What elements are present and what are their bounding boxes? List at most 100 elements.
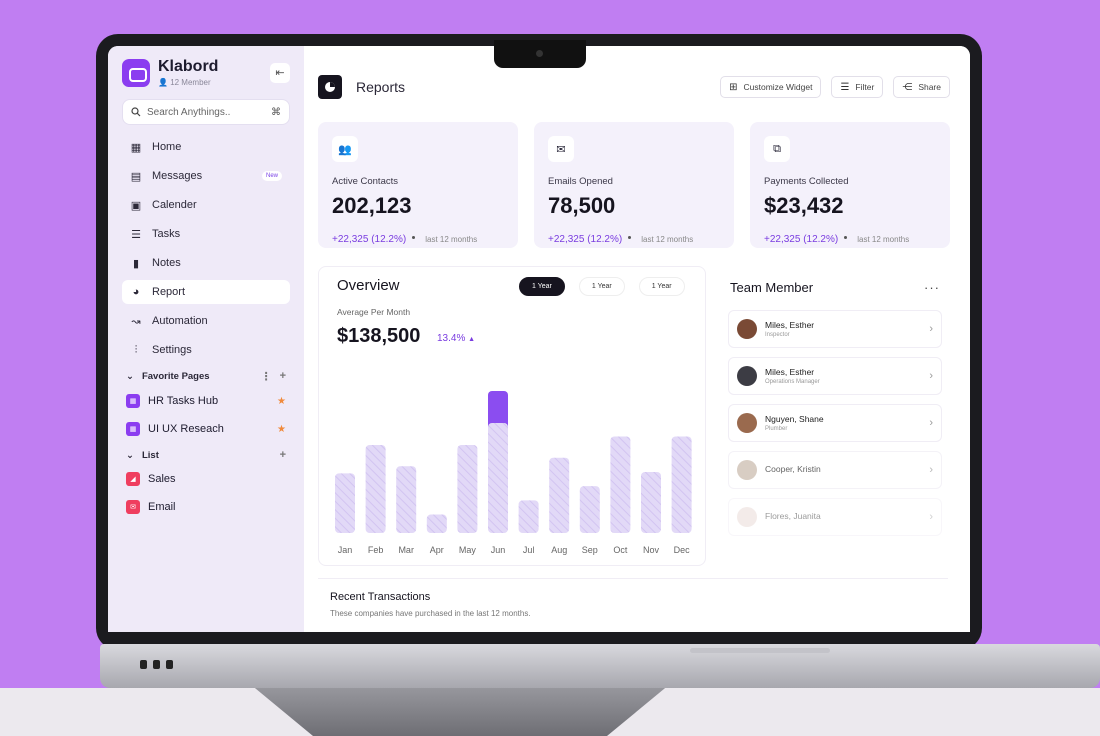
more-vertical-icon[interactable]: ⋮ [260, 371, 272, 383]
team-member-row[interactable]: Nguyen, Shane Plumber › [728, 404, 942, 442]
bar[interactable] [641, 471, 661, 533]
customize-widget-button[interactable]: ⊞ Customize Widget [720, 76, 822, 98]
x-tick-label: May [459, 545, 477, 555]
add-icon[interactable]: + [279, 449, 286, 461]
header: Reports ⊞ Customize Widget ☰ Filter ⋲ Sh… [318, 72, 950, 102]
clipboard-icon: ▮ [132, 257, 140, 270]
x-tick-label: Feb [368, 545, 384, 555]
x-tick-label: Aug [551, 545, 567, 555]
stat-change: +22,325 (12.2%) [764, 234, 839, 245]
bar[interactable] [396, 466, 417, 533]
star-icon[interactable]: ★ [277, 423, 286, 435]
bar[interactable] [610, 436, 631, 533]
sidebar-item-settings[interactable]: ⫶ Settings [122, 338, 290, 362]
sidebar-item-label: Calender [152, 199, 197, 211]
bar[interactable] [457, 444, 478, 533]
filter-icon: ☰ [840, 81, 850, 93]
team-member-row[interactable]: Miles, Esther Operations Manager › [728, 357, 942, 395]
member-role: Plumber [765, 426, 788, 432]
period-tab[interactable]: 1 Year [519, 277, 565, 296]
member-role: Operations Manager [765, 379, 820, 385]
section-title: Favorite Pages [141, 371, 210, 382]
favorite-page-label: HR Tasks Hub [148, 395, 219, 407]
sidebar: Klabord 👤 12 Member ⇤ Search Anythings..… [108, 46, 304, 632]
star-icon[interactable]: ★ [277, 395, 286, 407]
x-tick-label: Jul [523, 545, 535, 555]
overview-bar-chart: Jan Feb Mar Apr May Jun Jul Aug Sep Oct Nov Dec [335, 391, 692, 555]
chevron-right-icon: › [929, 323, 933, 335]
sidebar-item-label: Settings [152, 344, 192, 356]
bar[interactable] [488, 423, 508, 533]
bar[interactable] [549, 457, 570, 533]
list-header[interactable]: ⌄ List + [122, 449, 290, 461]
bar[interactable] [518, 500, 539, 533]
sidebar-item-messages[interactable]: ▤ Messages New [122, 164, 290, 188]
list-item-sales[interactable]: ◢ Sales [122, 467, 290, 491]
transactions-subtitle: These companies have purchased in the la… [330, 609, 531, 618]
member-name: Nguyen, Shane [765, 414, 824, 424]
favorite-pages-header[interactable]: ⌄ Favorite Pages ⋮ + [122, 370, 290, 383]
x-tick-label: Dec [674, 545, 691, 555]
shortcut-key: ⌘ [271, 106, 281, 118]
search-input[interactable]: Search Anythings.. [147, 106, 231, 118]
sidebar-item-label: Report [152, 286, 186, 298]
bar[interactable] [671, 436, 692, 533]
camera-notch [494, 40, 586, 68]
automation-icon: ↝ [131, 315, 141, 328]
avatar [737, 507, 757, 527]
page-title: Reports [356, 79, 406, 95]
button-label: Filter [855, 82, 875, 92]
main-content: Reports ⊞ Customize Widget ☰ Filter ⋲ Sh… [304, 46, 970, 632]
team-title: Team Member [730, 280, 814, 295]
x-tick-label: Jan [338, 545, 353, 555]
period-tab[interactable]: 1 Year [638, 277, 685, 296]
list-item-email[interactable]: ✉ Email [122, 495, 290, 519]
collapse-sidebar-icon[interactable]: ⇤ [270, 62, 290, 83]
add-icon[interactable]: + [279, 370, 286, 382]
overview-subtitle: Average Per Month [337, 307, 411, 317]
sidebar-item-calender[interactable]: ▣ Calender [122, 193, 290, 217]
stat-period: last 12 months [641, 235, 694, 244]
share-button[interactable]: ⋲ Share [893, 76, 950, 98]
filter-button[interactable]: ☰ Filter [831, 76, 884, 98]
bar[interactable] [335, 473, 355, 533]
team-member-row[interactable]: Flores, Juanita › [728, 498, 942, 536]
search-icon [131, 107, 141, 117]
more-horizontal-icon[interactable]: ··· [924, 280, 940, 295]
period-tab[interactable]: 1 Year [578, 277, 625, 296]
brand-name: Klabord [158, 58, 219, 75]
member-info: Flores, Juanita [765, 511, 821, 523]
favorite-page-item[interactable]: ▦ HR Tasks Hub ★ [122, 389, 290, 413]
sidebar-item-tasks[interactable]: ☰ Tasks [122, 222, 290, 246]
header-actions: ⊞ Customize Widget ☰ Filter ⋲ Share [720, 76, 950, 98]
member-name: Cooper, Kristin [765, 464, 821, 474]
favorite-page-label: UI UX Reseach [148, 423, 224, 435]
chevron-down-icon: ⌄ [126, 371, 134, 382]
avatar [737, 413, 757, 433]
sidebar-item-report[interactable]: ◕ Report [122, 280, 290, 304]
trend-up-icon: ▲ [468, 336, 476, 343]
search-bar[interactable]: Search Anythings.. ⌘ [122, 99, 290, 125]
stat-label: Payments Collected [764, 176, 849, 187]
bar[interactable] [426, 514, 447, 533]
member-name: Flores, Juanita [765, 511, 821, 521]
section-title: List [141, 449, 159, 461]
sidebar-item-label: Tasks [152, 228, 181, 240]
x-tick-label: Mar [398, 545, 414, 555]
sidebar-item-automation[interactable]: ↝ Automation [122, 309, 290, 333]
team-member-row[interactable]: Miles, Esther Inspector › [728, 310, 942, 348]
favorite-page-item[interactable]: ▦ UI UX Reseach ★ [122, 417, 290, 441]
sidebar-item-label: Messages [152, 170, 203, 182]
sidebar-item-notes[interactable]: ▮ Notes [122, 251, 290, 275]
users-icon: 👥 [332, 136, 358, 162]
sidebar-item-home[interactable]: ▦ Home [122, 135, 290, 159]
brand-logo-icon [122, 58, 150, 87]
chevron-right-icon: › [929, 511, 933, 523]
member-info: Miles, Esther Inspector [765, 320, 814, 338]
bar[interactable] [365, 444, 386, 533]
team-member-row[interactable]: Cooper, Kristin › [728, 451, 942, 489]
overview-change: 13.4% ▲ [437, 333, 475, 344]
stat-change: +22,325 (12.2%) [332, 234, 407, 245]
chat-icon: ▤ [130, 170, 142, 183]
bar[interactable] [579, 486, 600, 533]
